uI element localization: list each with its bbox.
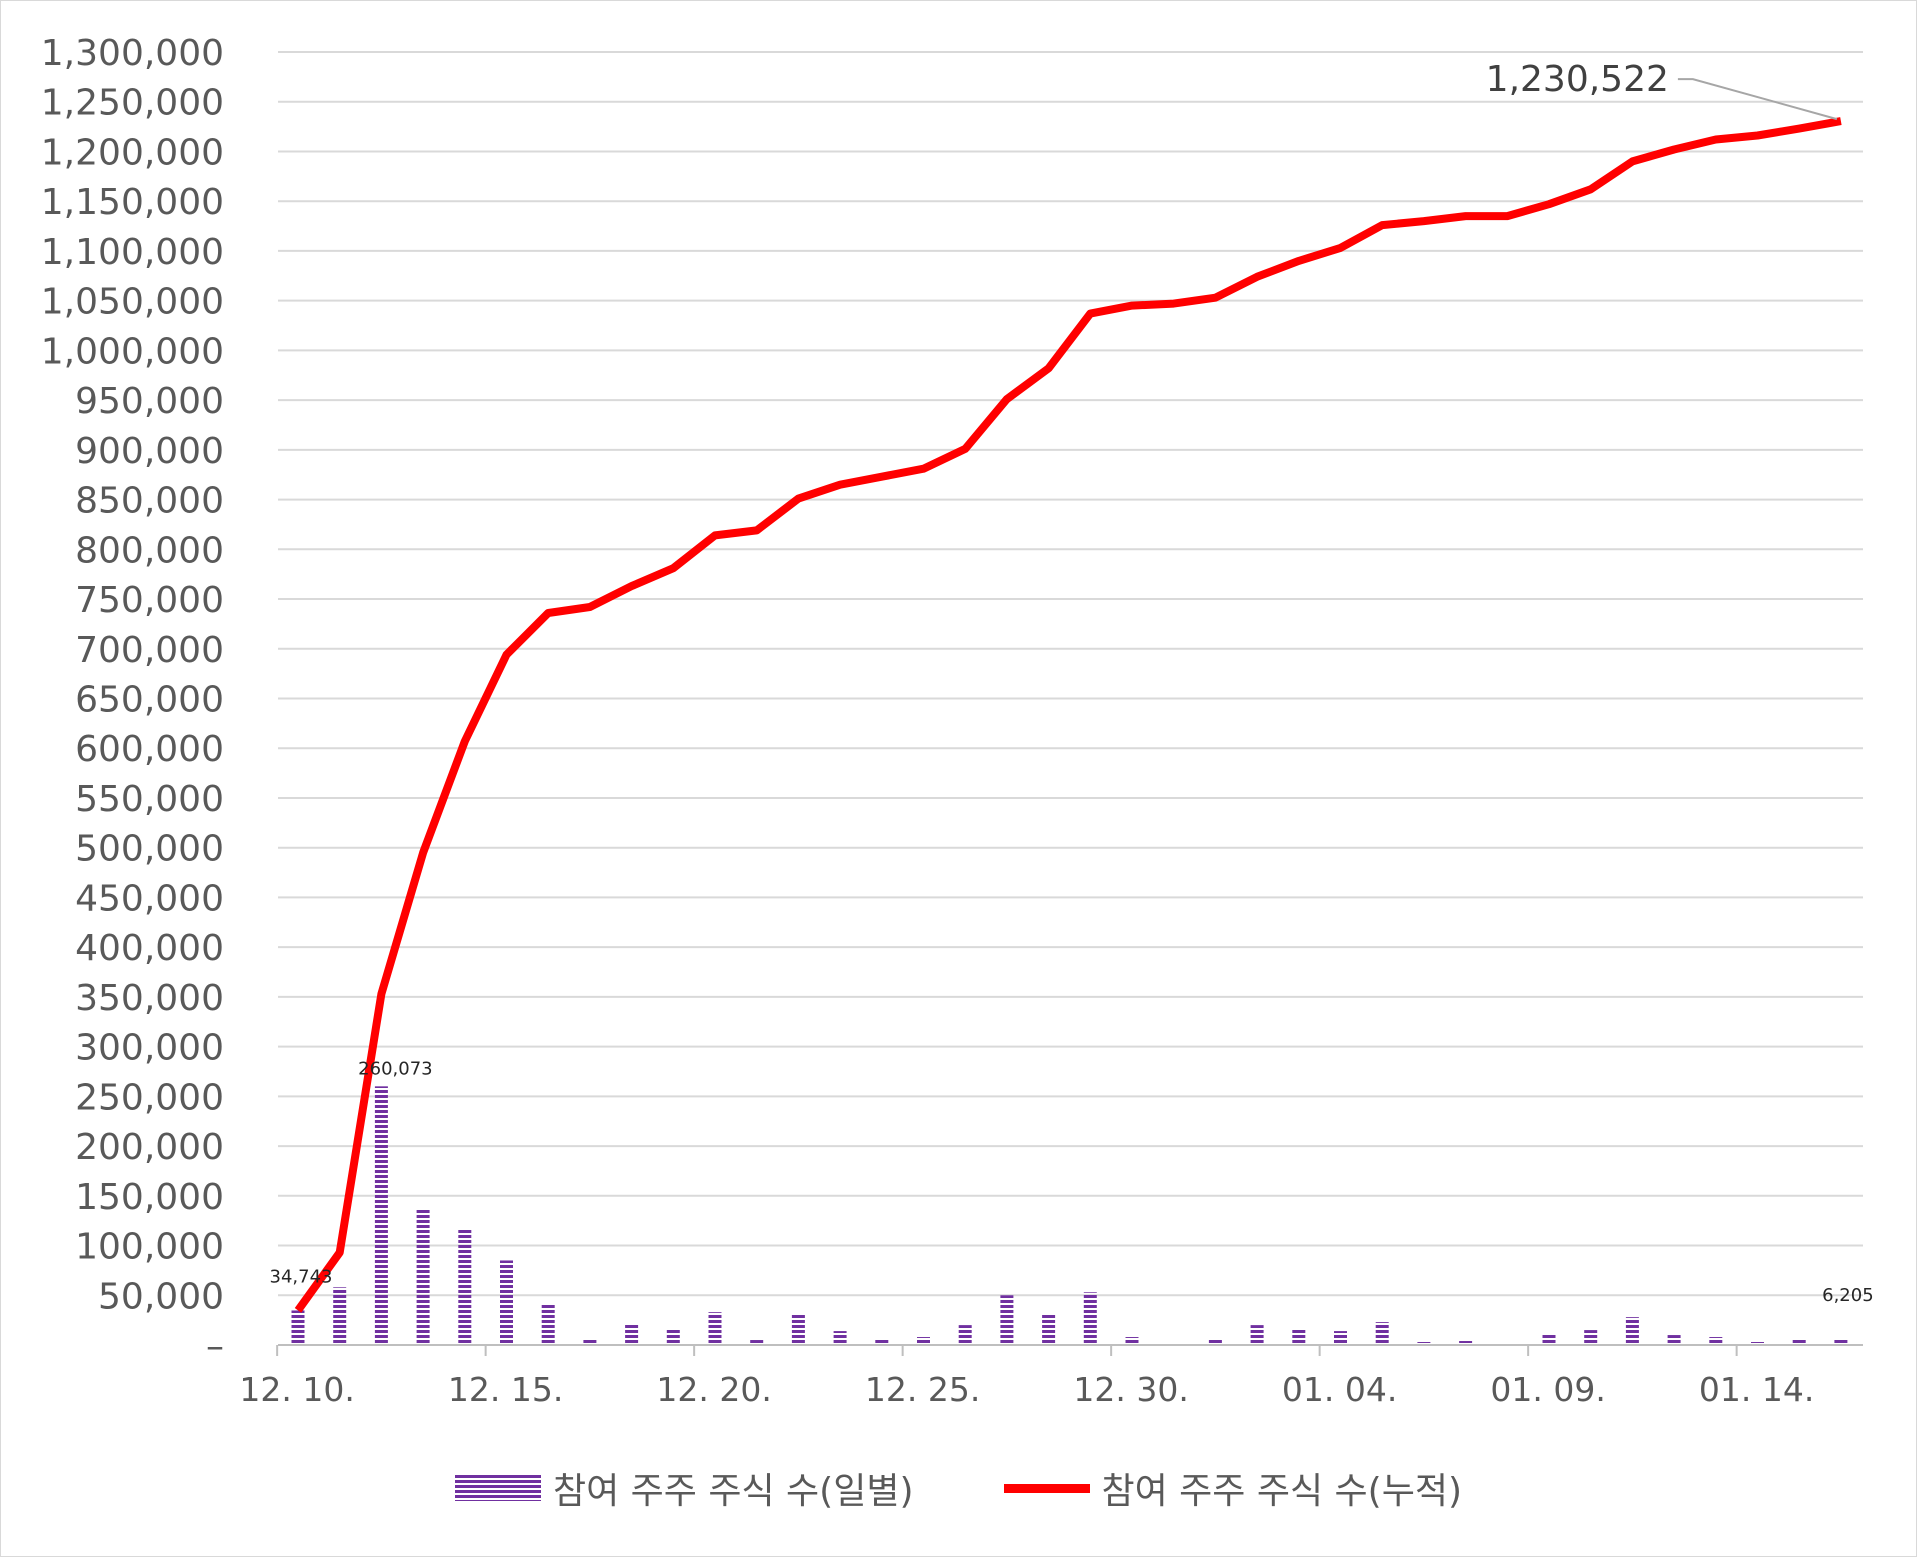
- x-tick-label: 01. 09.: [1490, 1370, 1605, 1409]
- bar: [1042, 1314, 1056, 1345]
- bar: [1584, 1330, 1598, 1345]
- bar: [1709, 1337, 1723, 1345]
- bar: [708, 1312, 722, 1345]
- y-tick-label: –: [206, 1326, 224, 1367]
- y-tick-label: 450,000: [75, 878, 224, 919]
- legend-swatch-line: [1003, 1483, 1090, 1493]
- bar: [958, 1325, 972, 1345]
- y-tick-label: 750,000: [75, 580, 224, 621]
- y-tick-label: 950,000: [75, 381, 224, 422]
- bar: [625, 1324, 639, 1345]
- bar: [458, 1229, 472, 1345]
- y-tick-label: 300,000: [75, 1028, 224, 1069]
- bar: [333, 1287, 347, 1345]
- bar: [1751, 1342, 1764, 1345]
- bar: [416, 1209, 430, 1345]
- y-tick-label: 700,000: [75, 630, 224, 671]
- legend-item-daily: 참여 주주 주식 수(일별): [455, 1462, 914, 1514]
- bar: [583, 1339, 597, 1345]
- bar: [1625, 1317, 1639, 1345]
- y-tick-label: 1,050,000: [41, 282, 224, 323]
- bar: [1792, 1339, 1806, 1345]
- bar: [917, 1337, 930, 1345]
- y-tick-label: 550,000: [75, 779, 224, 820]
- y-tick-label: 400,000: [75, 928, 224, 969]
- bar: [1459, 1341, 1473, 1345]
- bar: [1000, 1295, 1014, 1345]
- bar: [500, 1260, 513, 1345]
- y-tick-label: 1,000,000: [41, 331, 224, 372]
- data-labels: 34,743 260,073 6,205 1,230,522: [270, 59, 1874, 1306]
- gridlines: [278, 51, 1863, 1297]
- bar: [291, 1310, 305, 1345]
- bar: [875, 1338, 889, 1345]
- bar: [1834, 1338, 1848, 1345]
- bar: [791, 1314, 805, 1345]
- x-axis: 12. 10. 12. 15. 12. 20. 12. 25. 12. 30. 01. 0…: [239, 1344, 1863, 1409]
- y-tick-label: 1,300,000: [41, 33, 224, 74]
- data-label: 1,230,522: [1486, 59, 1669, 100]
- chart-svg: 1,300,000 1,250,000 1,200,000 1,150,000 1,10…: [41, 33, 1874, 1409]
- bar: [1083, 1292, 1097, 1345]
- legend-swatch-bar: [455, 1475, 541, 1501]
- data-label: 260,073: [358, 1058, 432, 1079]
- data-label: 34,743: [270, 1266, 333, 1287]
- y-tick-label: 150,000: [75, 1177, 224, 1218]
- bar: [1667, 1335, 1681, 1345]
- bar: [374, 1086, 388, 1345]
- y-tick-label: 50,000: [98, 1276, 224, 1317]
- x-tick-label: 01. 14.: [1699, 1370, 1814, 1409]
- legend-label-daily: 참여 주주 주식 수(일별): [553, 1471, 914, 1512]
- bar: [1292, 1329, 1306, 1345]
- y-tick-label: 200,000: [75, 1127, 224, 1168]
- y-tick-label: 1,200,000: [41, 132, 224, 173]
- y-tick-label: 600,000: [75, 729, 224, 770]
- y-tick-label: 650,000: [75, 680, 224, 721]
- callout-leader-line: [1677, 78, 1838, 121]
- y-tick-label: 350,000: [75, 978, 224, 1019]
- x-tick-label: 12. 20.: [656, 1370, 771, 1409]
- y-tick-label: 500,000: [75, 829, 224, 870]
- x-tick-label: 12. 15.: [448, 1370, 563, 1409]
- bar: [750, 1340, 764, 1345]
- bar: [833, 1331, 847, 1345]
- bar: [541, 1303, 555, 1345]
- bar: [1334, 1331, 1347, 1345]
- x-tick-label: 12. 30.: [1073, 1370, 1188, 1409]
- bar: [1250, 1325, 1264, 1345]
- x-tick-label: 01. 04.: [1282, 1370, 1397, 1409]
- x-tick-label: 12. 25.: [865, 1370, 980, 1409]
- bar: [1167, 1344, 1181, 1345]
- line-series-cumulative: [294, 117, 1842, 1313]
- y-tick-label: 1,250,000: [41, 83, 224, 124]
- bar: [1125, 1337, 1139, 1345]
- y-tick-label: 800,000: [75, 530, 224, 571]
- y-tick-label: 100,000: [75, 1227, 224, 1268]
- cumulative-line: [294, 117, 1842, 1313]
- y-tick-label: 250,000: [75, 1077, 224, 1118]
- data-label: 6,205: [1822, 1285, 1874, 1306]
- bar: [1417, 1342, 1431, 1345]
- y-tick-label: 850,000: [75, 481, 224, 522]
- bar: [1375, 1322, 1389, 1345]
- legend-item-cumulative: 참여 주주 주식 수(누적): [1003, 1462, 1463, 1514]
- y-tick-label: 1,100,000: [41, 232, 224, 273]
- y-tick-label: 900,000: [75, 431, 224, 472]
- x-tick-label: 12. 10.: [239, 1370, 354, 1409]
- bar: [1542, 1334, 1556, 1345]
- bar: [666, 1329, 680, 1345]
- y-axis-ticks: 1,300,000 1,250,000 1,200,000 1,150,000 1,10…: [41, 33, 224, 1367]
- legend: 참여 주주 주식 수(일별) 참여 주주 주식 수(누적): [0, 1462, 1917, 1514]
- y-tick-label: 1,150,000: [41, 182, 224, 223]
- bar-series-daily: [291, 1086, 1848, 1345]
- bar: [1208, 1339, 1222, 1345]
- legend-label-cumulative: 참여 주주 주식 수(누적): [1101, 1471, 1463, 1512]
